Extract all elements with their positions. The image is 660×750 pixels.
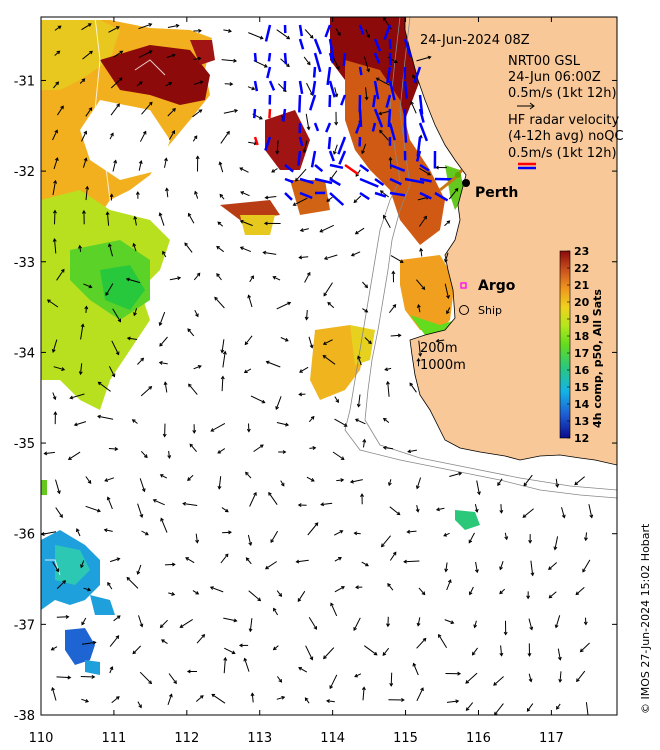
lat-axis: -31 -32 -33 -34 -35 -36 -37 -38 bbox=[14, 74, 617, 724]
legend-line-1: NRT00 GSL bbox=[508, 54, 581, 69]
lon-tick-label: 117 bbox=[539, 731, 564, 746]
colorbar-tick-label: 18 bbox=[574, 330, 589, 343]
lat-tick-label: -36 bbox=[14, 528, 35, 543]
date-label: 24-Jun-2024 08Z bbox=[420, 33, 530, 48]
lon-tick-label: 110 bbox=[29, 731, 54, 746]
colorbar-label: 4h comp, p50, All Sats bbox=[591, 289, 604, 428]
perth-marker bbox=[439, 169, 470, 192]
lon-tick-label: 114 bbox=[320, 731, 345, 746]
hf-radar-arrows bbox=[252, 24, 455, 206]
lat-tick-label: -33 bbox=[14, 256, 35, 271]
ship-marker bbox=[459, 305, 469, 315]
legend-arrow bbox=[517, 102, 535, 110]
argo-marker bbox=[460, 282, 467, 289]
contour-label-200: 200m bbox=[420, 341, 457, 356]
lat-tick-label: -37 bbox=[14, 618, 35, 633]
perth-label: Perth bbox=[475, 185, 518, 201]
colorbar-tick-label: 15 bbox=[574, 381, 589, 394]
colorbar-tick-label: 19 bbox=[574, 313, 589, 326]
sst-patches bbox=[41, 17, 480, 675]
colorbar-tick-label: 20 bbox=[574, 296, 590, 309]
colorbar-tick-label: 21 bbox=[574, 279, 589, 292]
colorbar-tick-label: 17 bbox=[574, 347, 589, 360]
hf-line-2: (4-12h avg) noQC bbox=[508, 129, 624, 144]
legend-line-2: 24-Jun 06:00Z bbox=[508, 70, 601, 85]
hf-legend-arrow bbox=[518, 162, 536, 170]
hf-line-1: HF radar velocity bbox=[508, 113, 620, 128]
lon-tick-label: 112 bbox=[174, 731, 199, 746]
argo-label: Argo bbox=[478, 278, 516, 294]
lon-tick-label: 111 bbox=[101, 731, 126, 746]
contour-label-1000: 1000m bbox=[420, 358, 466, 373]
legend-line-3: 0.5m/s (1kt 12h) bbox=[508, 86, 617, 101]
hf-line-3: 0.5m/s (1kt 12h) bbox=[508, 146, 617, 161]
lat-tick-label: -38 bbox=[14, 709, 35, 724]
colorbar-tick-label: 22 bbox=[574, 262, 589, 275]
lat-tick-label: -32 bbox=[14, 165, 35, 180]
lon-axis: 110 111 112 113 114 115 116 117 bbox=[29, 17, 564, 746]
lat-tick-label: -34 bbox=[14, 346, 35, 361]
colorbar-tick-label: 12 bbox=[574, 432, 589, 445]
ship-label: Ship bbox=[478, 304, 502, 317]
lat-tick-label: -35 bbox=[14, 437, 35, 452]
lat-tick-label: -31 bbox=[14, 74, 35, 89]
colorbar-tick-label: 23 bbox=[574, 245, 589, 258]
colorbar-tick-label: 14 bbox=[574, 398, 590, 411]
colorbar-tick-label: 13 bbox=[574, 415, 589, 428]
lon-tick-label: 115 bbox=[393, 731, 418, 746]
colorbar-tick-label: 16 bbox=[574, 364, 590, 377]
credit-text: © IMOS 27-Jun-2024 15:02 Hobart bbox=[639, 523, 652, 714]
bathymetry-contours bbox=[344, 17, 617, 499]
velocity-arrows bbox=[41, 17, 594, 715]
lon-tick-label: 116 bbox=[466, 731, 491, 746]
colorbar: 23 22 21 20 19 18 17 16 15 14 13 12 4h comp, p50, A… bbox=[559, 245, 604, 445]
lon-tick-label: 113 bbox=[247, 731, 272, 746]
